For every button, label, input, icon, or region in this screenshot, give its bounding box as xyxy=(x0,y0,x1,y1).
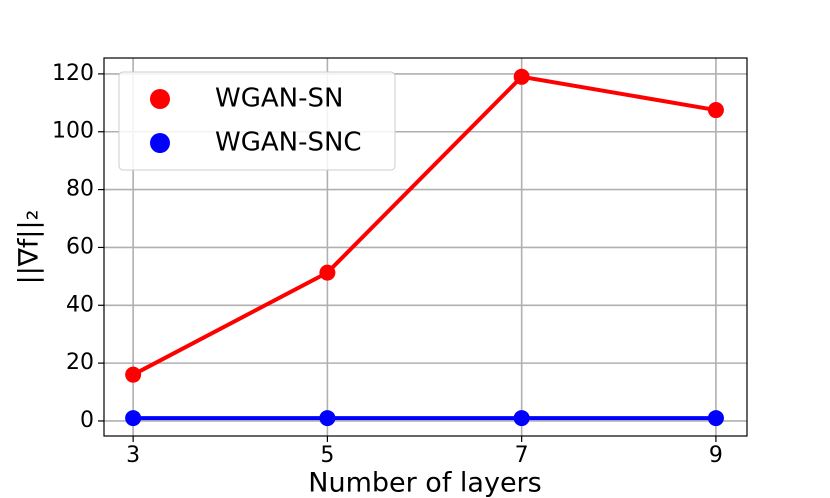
y-tick-label: 120 xyxy=(52,61,94,86)
point xyxy=(125,410,142,427)
point xyxy=(319,264,336,281)
point xyxy=(125,366,142,383)
point xyxy=(513,410,530,427)
point xyxy=(707,410,724,427)
y-tick-label: 0 xyxy=(80,408,94,433)
y-tick-label: 100 xyxy=(52,119,94,144)
legend-frame xyxy=(118,71,396,171)
legend-marker xyxy=(150,89,170,109)
y-tick-label: 40 xyxy=(66,292,94,317)
point xyxy=(707,102,724,119)
series-line xyxy=(132,74,717,377)
point xyxy=(513,68,530,85)
legend: WGAN-SN WGAN-SNC xyxy=(118,71,396,171)
point xyxy=(319,410,336,427)
y-axis-label: ||∇f||₂ xyxy=(14,210,45,285)
x-tick-label: 7 xyxy=(515,443,529,468)
legend-marker xyxy=(150,133,170,153)
x-tick-label: 3 xyxy=(126,443,140,468)
y-tick-label: 20 xyxy=(66,350,94,375)
y-tick-label: 60 xyxy=(66,234,94,259)
x-tick-label: 5 xyxy=(320,443,334,468)
plot-frame xyxy=(103,57,748,437)
legend-label: WGAN-SN xyxy=(215,84,343,114)
x-tick-label: 9 xyxy=(709,443,723,468)
x-axis-label: Number of layers xyxy=(308,468,541,498)
legend-label: WGAN-SNC xyxy=(215,128,362,158)
y-tick-label: 80 xyxy=(66,177,94,202)
